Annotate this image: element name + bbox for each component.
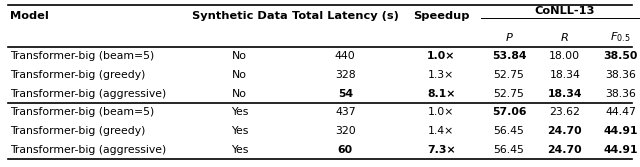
Text: Yes: Yes: [231, 145, 248, 155]
Text: 24.70: 24.70: [547, 126, 582, 136]
Text: 38.36: 38.36: [605, 70, 636, 80]
Text: 56.45: 56.45: [493, 126, 525, 136]
Text: 440: 440: [335, 51, 356, 61]
Text: Transformer-big (greedy): Transformer-big (greedy): [10, 70, 146, 80]
Text: 38.50: 38.50: [604, 51, 637, 61]
Text: 44.47: 44.47: [605, 107, 636, 117]
Text: $R$: $R$: [561, 31, 569, 43]
Text: 320: 320: [335, 126, 356, 136]
Text: 18.00: 18.00: [549, 51, 580, 61]
Text: 44.91: 44.91: [604, 126, 637, 136]
Text: 1.0×: 1.0×: [428, 107, 454, 117]
Text: No: No: [232, 89, 247, 99]
Text: 18.34: 18.34: [549, 70, 580, 80]
Text: 18.34: 18.34: [548, 89, 582, 99]
Text: No: No: [232, 51, 247, 61]
Text: 57.06: 57.06: [492, 107, 526, 117]
Text: Transformer-big (greedy): Transformer-big (greedy): [10, 126, 146, 136]
Text: CoNLL-13: CoNLL-13: [534, 6, 595, 16]
Text: Model: Model: [10, 11, 49, 21]
Text: 56.45: 56.45: [493, 145, 525, 155]
Text: 52.75: 52.75: [493, 89, 525, 99]
Text: $F_{0.5}$: $F_{0.5}$: [610, 30, 631, 44]
Text: Yes: Yes: [231, 126, 248, 136]
Text: Synthetic Data: Synthetic Data: [192, 11, 287, 21]
Text: 1.3×: 1.3×: [428, 70, 454, 80]
Text: 53.84: 53.84: [492, 51, 526, 61]
Text: 8.1×: 8.1×: [427, 89, 456, 99]
Text: Transformer-big (aggressive): Transformer-big (aggressive): [10, 89, 166, 99]
Text: 44.91: 44.91: [604, 145, 637, 155]
Text: Transformer-big (beam=5): Transformer-big (beam=5): [10, 51, 154, 61]
Text: No: No: [232, 70, 247, 80]
Text: 38.36: 38.36: [605, 89, 636, 99]
Text: Transformer-big (aggressive): Transformer-big (aggressive): [10, 145, 166, 155]
Text: 60: 60: [338, 145, 353, 155]
Text: 1.0×: 1.0×: [427, 51, 456, 61]
Text: Speedup: Speedup: [413, 11, 470, 21]
Text: 437: 437: [335, 107, 356, 117]
Text: 54: 54: [338, 89, 353, 99]
Text: 328: 328: [335, 70, 356, 80]
Text: 24.70: 24.70: [547, 145, 582, 155]
Text: 23.62: 23.62: [549, 107, 580, 117]
Text: 7.3×: 7.3×: [427, 145, 456, 155]
Text: Yes: Yes: [231, 107, 248, 117]
Text: 52.75: 52.75: [493, 70, 525, 80]
Text: $P$: $P$: [505, 31, 513, 43]
Text: 1.4×: 1.4×: [428, 126, 454, 136]
Text: Total Latency (s): Total Latency (s): [292, 11, 399, 21]
Text: Transformer-big (beam=5): Transformer-big (beam=5): [10, 107, 154, 117]
